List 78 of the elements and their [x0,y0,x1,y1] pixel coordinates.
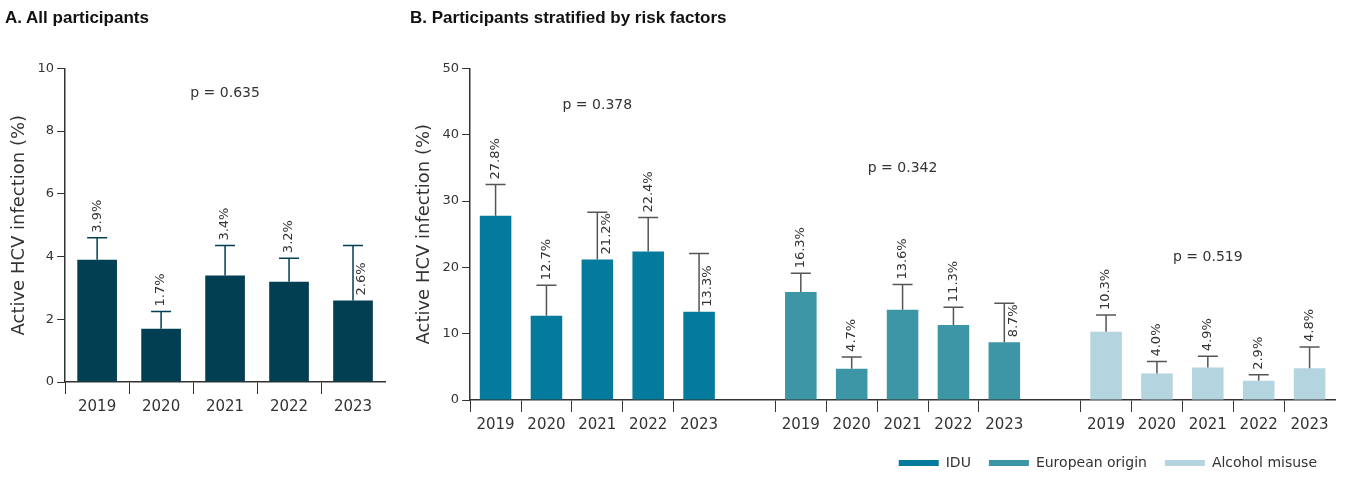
bar [1141,373,1173,400]
data-label: 16.3% [792,227,808,269]
data-label: 22.4% [639,171,655,213]
bar [632,251,664,400]
legend-label: Alcohol misuse [1211,453,1317,470]
x-tick-label: 2023 [985,414,1024,433]
x-tick-label: 2021 [883,414,922,433]
data-label: 4.7% [843,318,859,352]
bar [581,259,614,400]
x-tick-label: 2022 [269,396,309,415]
chart-title: B. Participants stratified by risk factors [410,7,727,27]
x-tick-label: 2019 [78,396,117,415]
bar [479,215,512,400]
bar [1090,331,1122,400]
bar [1293,368,1326,400]
y-axis-title: Active HCV infection (%) [412,123,434,345]
y-tick-label: 50 [442,59,460,75]
y-tick-label: 20 [442,258,460,274]
x-tick-label: 2022 [1239,414,1278,433]
data-label: 12.7% [537,238,553,281]
y-tick-label: 8 [45,122,55,138]
x-tick-label: 2023 [679,414,719,433]
x-tick-label: 2022 [934,414,973,433]
data-label: 3.4% [216,207,232,241]
bar [785,291,817,400]
data-label: 4.9% [1199,318,1215,352]
annotation: p = 0.635 [190,84,260,101]
bar [530,315,563,400]
data-label: 21.2% [597,213,613,255]
x-tick-label: 2020 [142,396,181,415]
chart-title: A. All participants [5,7,149,27]
x-tick-label: 2020 [527,414,566,433]
bar [683,311,715,400]
x-tick-label: 2023 [333,396,373,415]
y-tick-label: 10 [37,59,55,75]
x-tick-label: 2022 [629,414,668,433]
bar [1242,380,1275,400]
data-label: 1.7% [152,273,168,307]
data-label: 3.9% [88,199,104,233]
x-tick-label: 2020 [1137,414,1177,433]
data-label: 10.3% [1097,268,1113,311]
data-label: 3.2% [280,220,296,254]
x-tick-label: 2019 [476,414,515,433]
data-label: 4.0% [1148,323,1164,357]
annotation: p = 0.519 [1173,248,1243,265]
y-tick-label: 40 [442,126,460,142]
bar [886,309,919,400]
data-label: 4.8% [1300,308,1316,342]
y-tick-label: 30 [442,192,460,208]
y-tick-label: 0 [450,391,460,407]
y-tick-label: 10 [442,325,460,341]
bar [988,342,1021,400]
x-tick-label: 2023 [1290,414,1329,433]
y-tick-label: 4 [45,247,55,263]
bar [835,368,868,400]
x-tick-label: 2020 [832,414,871,433]
bar [937,325,970,400]
data-label: 2.6% [353,262,369,296]
data-label: 11.3% [944,260,960,303]
data-label: 2.9% [1250,336,1266,370]
data-label: 27.8% [486,138,502,180]
annotation: p = 0.378 [562,95,633,112]
data-label: 13.3% [699,265,715,307]
y-tick-label: 2 [45,310,55,326]
y-tick-label: 0 [45,373,55,389]
x-tick-label: 2019 [781,414,820,433]
legend-label: IDU [945,453,971,470]
y-axis-title: Active HCV infection (%) [7,114,29,336]
y-tick-label: 6 [45,185,55,201]
legend-label: European origin [1035,453,1147,470]
bar [1192,367,1224,400]
x-tick-label: 2021 [205,396,245,415]
annotation: p = 0.342 [867,158,938,175]
data-label: 13.6% [893,238,909,280]
x-tick-label: 2019 [1086,414,1126,433]
x-tick-label: 2021 [1188,414,1227,433]
x-tick-label: 2021 [578,414,617,433]
data-label: 8.7% [1004,304,1020,338]
